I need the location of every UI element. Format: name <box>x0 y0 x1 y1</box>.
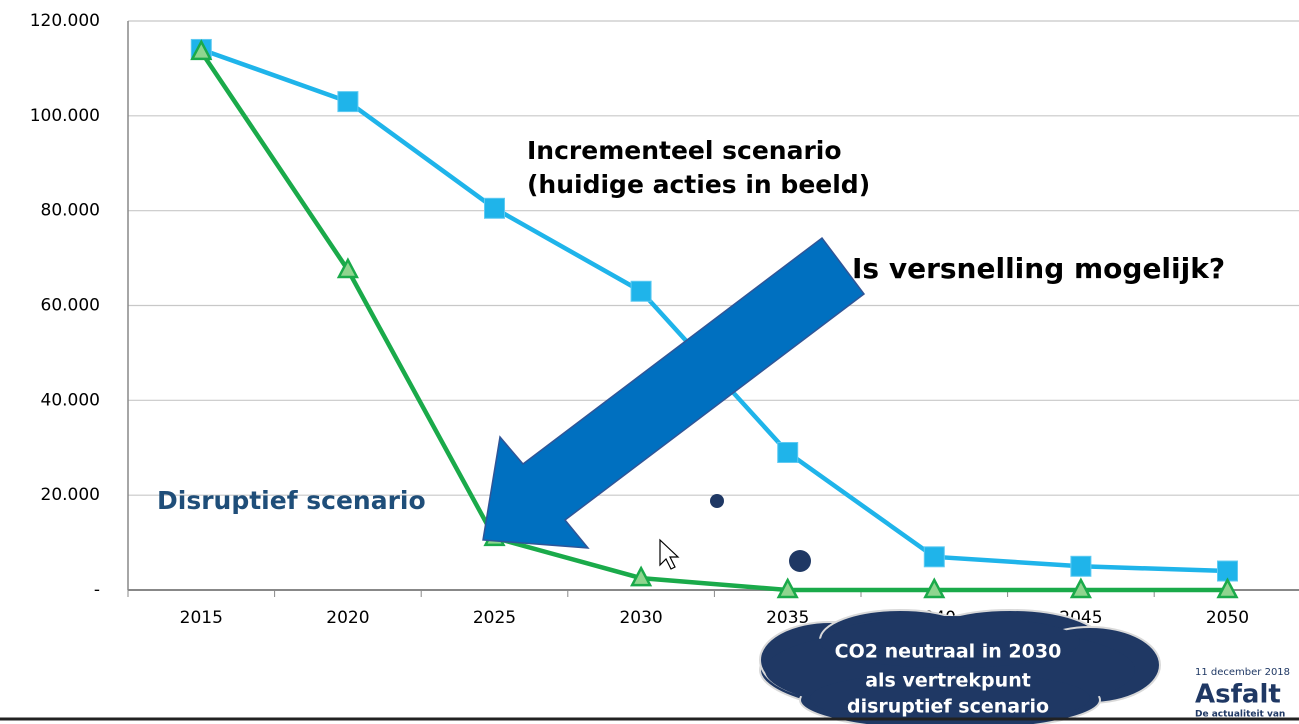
y-tick-label: 80.000 <box>41 201 100 221</box>
annotation: Is versnelling mogelijk? <box>852 252 1225 285</box>
y-tick-label: 100.000 <box>30 106 100 126</box>
x-tick-label: 2050 <box>1206 608 1249 628</box>
dot <box>789 550 811 572</box>
marker <box>923 546 945 568</box>
marker <box>190 39 213 61</box>
y-tick-label: 40.000 <box>41 390 100 410</box>
arrow <box>482 236 866 549</box>
annotation: (huidige acties in beeld) <box>527 170 870 199</box>
y-tick-label: 60.000 <box>41 296 100 316</box>
dot <box>710 494 724 508</box>
marker <box>923 577 946 599</box>
marker <box>336 257 359 279</box>
y-tick-label: 120.000 <box>30 11 100 31</box>
x-tick-label: 2035 <box>766 608 809 628</box>
marker <box>337 91 359 113</box>
footer-tagline: De actualiteit van <box>1195 710 1285 720</box>
marker <box>777 441 799 463</box>
footer-brand: Asfalt <box>1195 680 1281 710</box>
annotation: Incrementeel scenario <box>527 136 842 165</box>
cloud-text: CO2 neutraal in 2030 <box>835 641 1062 663</box>
marker <box>484 197 505 219</box>
series-line <box>199 50 1228 593</box>
x-tick-label: 2015 <box>180 608 223 628</box>
cloud-text: disruptief scenario <box>847 696 1049 718</box>
marker <box>1070 555 1092 577</box>
footer-date: 11 december 2018 <box>1195 667 1290 678</box>
marker <box>1216 577 1239 599</box>
x-tick-label: 2025 <box>473 608 516 628</box>
marker <box>630 565 653 587</box>
x-tick-label: 2020 <box>326 608 369 628</box>
x-tick-label: 2030 <box>619 608 662 628</box>
marker <box>1069 577 1092 599</box>
y-tick-label: - <box>94 580 100 600</box>
grid: - 20.000 40.000 60.000 80.000 100.000 120.000 2… <box>30 11 1299 628</box>
y-tick-label: 20.000 <box>41 485 100 505</box>
cloud-text: als vertrekpunt <box>865 670 1031 692</box>
cursor <box>659 538 680 570</box>
marker <box>630 280 652 302</box>
marker <box>776 577 799 599</box>
annotation: Disruptief scenario <box>157 486 426 515</box>
